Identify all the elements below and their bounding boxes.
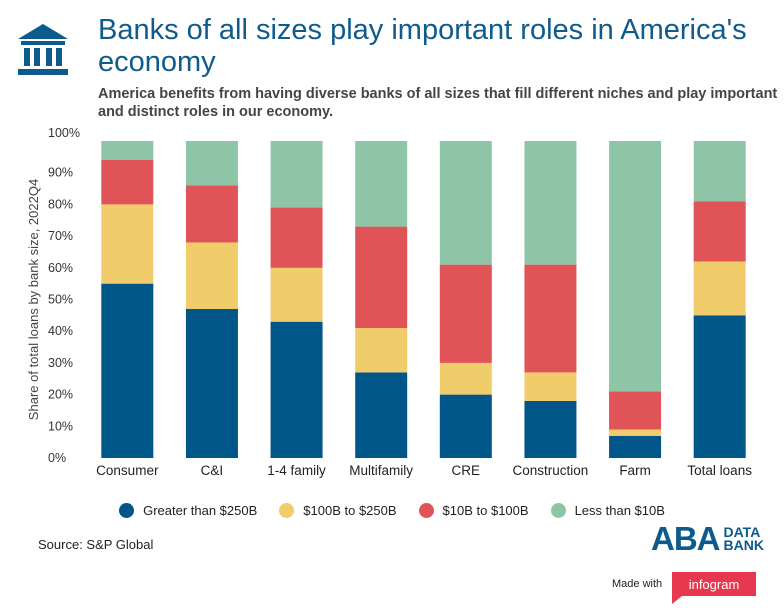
y-tick-label: 30%: [48, 356, 73, 370]
legend-label: $10B to $100B: [442, 503, 529, 518]
bar-segment[interactable]: $100B to $250B: 21%: [185, 242, 238, 310]
bar-segment[interactable]: Less than $10B: 79%: [609, 141, 662, 392]
legend-swatch: [279, 503, 295, 518]
bar-segment[interactable]: Less than $10B: 39%: [524, 141, 577, 265]
made-with-label: Made with: [612, 578, 663, 590]
y-tick-label: 10%: [48, 419, 73, 433]
bar-segment[interactable]: Greater than $250B: 43%: [270, 321, 323, 458]
legend-item[interactable]: $10B to $100B: [418, 503, 529, 518]
x-category-label: C&I: [201, 463, 224, 478]
legend-item[interactable]: $100B to $250B: [279, 503, 397, 518]
bar-segment[interactable]: Greater than $250B: 18%: [524, 400, 577, 458]
bar-segment[interactable]: $10B to $100B: 19%: [270, 207, 323, 268]
y-tick-label: 90%: [48, 166, 73, 180]
bar-segment[interactable]: Less than $10B: 19%: [693, 141, 746, 202]
bar-segment[interactable]: $100B to $250B: 17%: [693, 261, 746, 316]
y-tick-label: 100%: [48, 126, 80, 140]
bar-segment[interactable]: $10B to $100B: 31%: [439, 264, 492, 363]
bar-segment[interactable]: $10B to $100B: 19%: [693, 201, 746, 262]
infogram-badge[interactable]: infogram: [672, 572, 756, 596]
aba-logo-line2: BANK: [723, 537, 764, 553]
legend-item[interactable]: Greater than $250B: [119, 503, 257, 518]
bar-segment[interactable]: Less than $10B: 21%: [270, 141, 323, 208]
bar-segment[interactable]: $100B to $250B: 25%: [101, 204, 154, 284]
bar-segment[interactable]: Less than $10B: 27%: [355, 141, 408, 227]
x-category-label: CRE: [452, 463, 481, 478]
aba-logo-subtext: DATA BANK: [723, 524, 764, 553]
bar-segment[interactable]: Less than $10B: 14%: [185, 141, 238, 186]
x-category-label: Farm: [619, 463, 651, 478]
y-tick-label: 60%: [48, 261, 73, 275]
chart-subtitle: America benefits from having diverse ban…: [98, 86, 778, 120]
legend-swatch: [418, 503, 434, 518]
stacked-bar-chart: Share of total loans by bank size, 2022Q…: [26, 126, 752, 478]
legend-swatch: [119, 503, 135, 518]
x-category-label: Total loans: [687, 463, 752, 478]
x-category-label: 1-4 family: [267, 463, 326, 478]
bar-segment[interactable]: $100B to $250B: 10%: [439, 362, 492, 395]
y-tick-label: 40%: [48, 324, 73, 338]
legend-label: Greater than $250B: [143, 503, 258, 518]
y-axis-title: Share of total loans by bank size, 2022Q…: [26, 179, 41, 420]
bar-segment[interactable]: Greater than $250B: 27%: [355, 372, 408, 458]
aba-logo-line1: DATA: [723, 524, 761, 540]
bank-icon: [18, 24, 68, 75]
y-tick-label: 0%: [48, 451, 66, 465]
bar-segment[interactable]: $10B to $100B: 12%: [609, 391, 662, 430]
bar-segment[interactable]: $10B to $100B: 34%: [524, 264, 577, 373]
legend-item[interactable]: Less than $10B: [550, 503, 665, 518]
bar-segment[interactable]: $100B to $250B: 17%: [270, 267, 323, 322]
bar-segment[interactable]: Greater than $250B: 45%: [693, 315, 746, 458]
bar-segment[interactable]: $10B to $100B: 18%: [185, 185, 238, 243]
bar-segment[interactable]: $10B to $100B: 14%: [101, 160, 154, 205]
legend-swatch: [550, 503, 566, 518]
y-tick-label: 20%: [48, 388, 73, 402]
bar-segment[interactable]: $100B to $250B: 14%: [355, 328, 408, 373]
legend-label: $100B to $250B: [303, 503, 397, 518]
bar-segment[interactable]: Less than $10B: 39%: [439, 141, 492, 265]
bar-segment[interactable]: Greater than $250B: 55%: [101, 283, 154, 458]
bar-segment[interactable]: Greater than $250B: 47%: [185, 309, 238, 458]
y-tick-label: 50%: [48, 293, 73, 307]
y-tick-label: 70%: [48, 229, 73, 243]
bar-segment[interactable]: $100B to $250B: 9%: [524, 372, 577, 401]
bar-segment[interactable]: $100B to $250B: 2%: [609, 429, 662, 436]
source-note: Source: S&P Global: [38, 537, 154, 552]
x-category-label: Consumer: [96, 463, 159, 478]
chart-title: Banks of all sizes play important roles …: [98, 14, 747, 78]
x-category-label: Multifamily: [349, 463, 413, 478]
legend-label: Less than $10B: [574, 503, 665, 518]
bar-segment[interactable]: $10B to $100B: 32%: [355, 226, 408, 329]
aba-logo-word: ABA: [651, 520, 720, 557]
bar-segment[interactable]: Less than $10B: 6%: [101, 141, 154, 161]
bar-segment[interactable]: Greater than $250B: 20%: [439, 394, 492, 458]
legend: Greater than $250B $100B to $250B $10B to …: [0, 503, 784, 518]
y-tick-label: 80%: [48, 197, 73, 211]
aba-data-bank-logo: ABA DATA BANK: [651, 520, 764, 558]
infogram-badge-tail: [672, 596, 682, 604]
bar-segment[interactable]: Greater than $250B: 7%: [609, 435, 662, 458]
x-category-label: Construction: [513, 463, 589, 478]
